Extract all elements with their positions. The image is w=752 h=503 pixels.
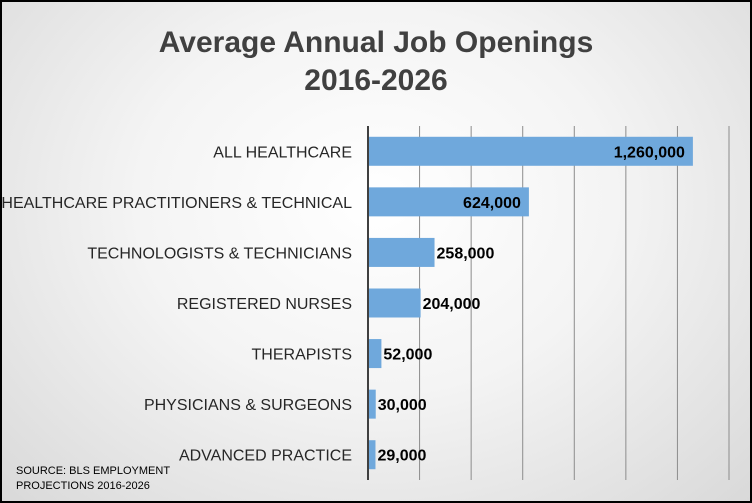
gridlines — [419, 126, 730, 480]
bar — [368, 440, 376, 470]
category-label: PHYSICIANS & SURGEONS — [144, 397, 352, 414]
value-label: 52,000 — [383, 347, 432, 364]
category-labels: ALL HEALTHCARE HEALTHCARE PRACTITIONERS &… — [2, 144, 352, 464]
value-label: 30,000 — [378, 397, 427, 414]
category-label: ALL HEALTHCARE — [213, 144, 352, 161]
value-label: 29,000 — [377, 448, 426, 465]
category-label: THERAPISTS — [252, 347, 352, 364]
value-label: 204,000 — [423, 296, 481, 313]
value-label: 624,000 — [463, 195, 521, 212]
chart-title-line-1: Average Annual Job Openings — [159, 26, 594, 59]
bar — [368, 288, 421, 318]
bar — [368, 237, 435, 267]
value-label: 1,260,000 — [614, 144, 685, 161]
bar — [368, 339, 382, 369]
category-label: TECHNOLOGISTS & TECHNICIANS — [87, 245, 352, 262]
category-label: HEALTHCARE PRACTITIONERS & TECHNICAL — [2, 195, 352, 212]
chart-title-line-2: 2016-2026 — [304, 64, 447, 97]
bars — [368, 136, 693, 470]
bar — [368, 136, 693, 166]
bar — [368, 187, 529, 217]
category-label: ADVANCED PRACTICE — [179, 448, 352, 465]
source-note-line-1: SOURCE: BLS EMPLOYMENT — [16, 465, 170, 477]
value-label: 258,000 — [437, 245, 495, 262]
bar — [368, 389, 376, 419]
value-labels: 1,260,000 624,000 258,000 204,000 52,000 30,0… — [377, 144, 685, 464]
category-label: REGISTERED NURSES — [177, 296, 352, 313]
source-note-line-2: PROJECTIONS 2016-2026 — [16, 480, 150, 492]
